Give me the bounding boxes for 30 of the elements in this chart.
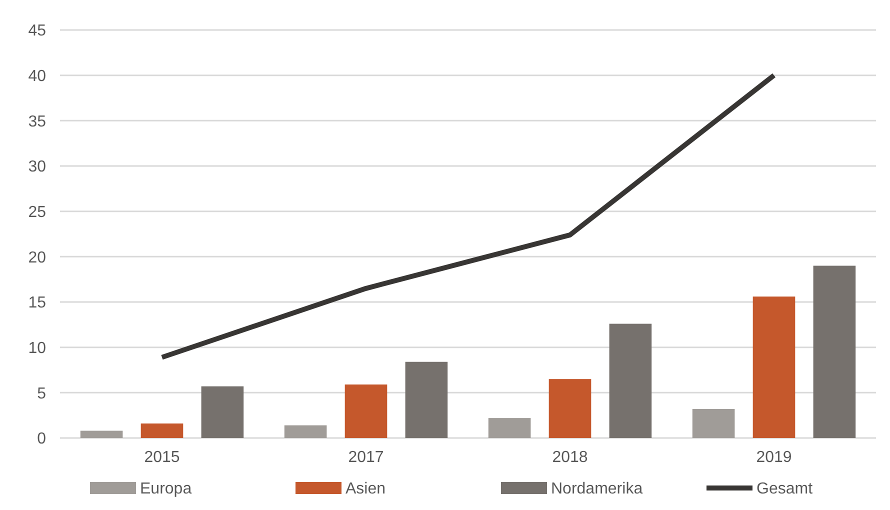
y-tick-label: 25 <box>28 204 46 221</box>
y-tick-label: 0 <box>37 430 46 448</box>
y-tick-label: 20 <box>28 249 46 266</box>
legend-label: Asien <box>346 480 386 498</box>
x-tick-label: 2018 <box>552 449 588 466</box>
bar <box>752 296 796 438</box>
y-tick-label: 35 <box>28 113 46 130</box>
bar <box>488 418 531 438</box>
legend-label: Europa <box>140 480 192 498</box>
y-tick-label: 15 <box>28 294 46 312</box>
legend-label: Gesamt <box>756 480 814 498</box>
y-tick-label: 30 <box>28 158 46 176</box>
y-tick-label: 10 <box>28 340 46 357</box>
bar <box>405 362 448 438</box>
bar <box>609 324 652 438</box>
legend-label: Nordamerika <box>551 480 643 498</box>
bar <box>548 379 592 438</box>
bar <box>201 386 244 438</box>
bar <box>692 408 735 438</box>
y-tick-label: 5 <box>37 385 46 402</box>
x-tick-label: 2019 <box>756 449 792 466</box>
x-tick-label: 2015 <box>144 449 180 466</box>
bar <box>813 266 856 438</box>
bar <box>80 430 123 438</box>
y-tick-label: 40 <box>28 68 46 85</box>
x-tick-label: 2017 <box>348 449 384 466</box>
bar <box>344 384 388 438</box>
bar <box>284 425 327 438</box>
bar <box>140 423 184 438</box>
y-tick-label: 45 <box>28 22 46 40</box>
